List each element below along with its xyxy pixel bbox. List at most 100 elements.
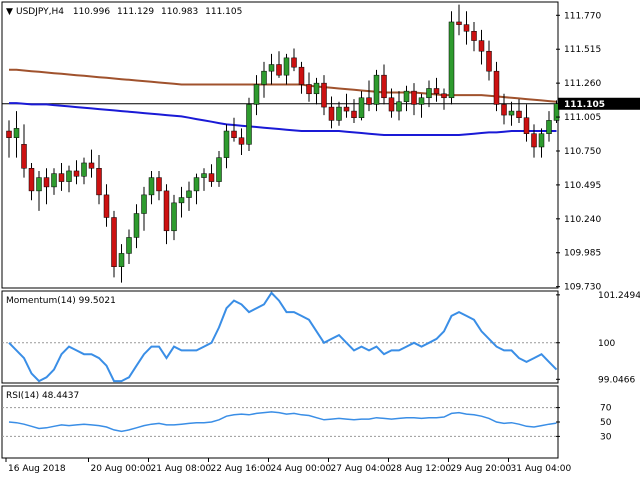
candle bbox=[186, 181, 192, 211]
open-value: 110.996 bbox=[73, 7, 110, 17]
candle-body bbox=[456, 21, 462, 25]
candle bbox=[51, 168, 57, 195]
candle-body bbox=[396, 101, 402, 112]
candle bbox=[456, 4, 462, 36]
candle bbox=[141, 186, 147, 231]
candle bbox=[126, 229, 132, 265]
candle bbox=[268, 53, 275, 85]
candle bbox=[283, 53, 290, 85]
candle bbox=[81, 157, 87, 185]
candle bbox=[13, 111, 20, 158]
momentum-line bbox=[8, 291, 558, 383]
candle-body bbox=[426, 88, 432, 99]
candle-body bbox=[403, 90, 410, 103]
y-tick-label: 110.240 bbox=[564, 215, 601, 225]
candle bbox=[508, 101, 515, 126]
momentum-y-tick-label: 101.2494 bbox=[598, 291, 640, 301]
candle bbox=[501, 93, 507, 125]
momentum-y-tick-label: 100 bbox=[598, 339, 615, 349]
candle-body bbox=[171, 202, 177, 232]
last-price-label: 111.105 bbox=[564, 100, 605, 110]
candle-body bbox=[163, 190, 170, 232]
candle bbox=[418, 93, 425, 118]
candle bbox=[426, 80, 432, 108]
candle bbox=[441, 88, 447, 110]
symbol-label: USDJPY,H4 bbox=[16, 7, 64, 17]
candle bbox=[306, 72, 312, 102]
candle-body bbox=[148, 177, 155, 196]
candle-body bbox=[126, 237, 132, 254]
candle bbox=[546, 111, 552, 142]
candle bbox=[193, 173, 200, 205]
candle-body bbox=[268, 64, 275, 72]
candle bbox=[433, 77, 440, 102]
candle bbox=[358, 91, 365, 121]
candle-body bbox=[418, 97, 425, 105]
candle bbox=[531, 124, 537, 158]
candle-body bbox=[553, 103, 560, 121]
candle-body bbox=[381, 74, 387, 99]
x-tick-label: 27 Aug 04:00 bbox=[331, 464, 392, 474]
rsi-panel-frame bbox=[1, 385, 559, 459]
high-value: 111.129 bbox=[117, 7, 154, 17]
candle bbox=[73, 160, 80, 185]
x-tick-label: 16 Aug 2018 bbox=[8, 464, 66, 474]
candle-body bbox=[336, 106, 342, 121]
candle bbox=[381, 64, 387, 105]
candle-body bbox=[433, 88, 440, 95]
x-tick-label: 31 Aug 04:00 bbox=[511, 464, 572, 474]
candle-body bbox=[88, 162, 95, 169]
candle-body bbox=[103, 194, 110, 218]
candle bbox=[253, 75, 260, 116]
rsi-y-tick-label: 30 bbox=[600, 432, 612, 442]
candle bbox=[366, 80, 372, 112]
candle bbox=[403, 85, 410, 112]
y-tick-label: 110.750 bbox=[564, 147, 601, 157]
x-tick-label: 28 Aug 12:00 bbox=[391, 464, 452, 474]
candle-body bbox=[66, 170, 72, 182]
candle-body bbox=[358, 97, 365, 118]
candle bbox=[471, 21, 477, 52]
candle-body bbox=[21, 144, 27, 169]
candle bbox=[411, 83, 417, 116]
candle bbox=[6, 120, 12, 158]
candle bbox=[58, 162, 65, 191]
candle-body bbox=[478, 40, 485, 52]
candle-body bbox=[523, 117, 530, 134]
low-value: 110.983 bbox=[161, 7, 198, 17]
candle bbox=[373, 69, 380, 112]
candle bbox=[291, 48, 297, 72]
candle bbox=[216, 150, 222, 187]
candle-body bbox=[246, 104, 252, 145]
candle bbox=[328, 96, 335, 129]
main-panel-frame bbox=[1, 1, 559, 289]
candle bbox=[538, 128, 545, 158]
candle-body bbox=[238, 137, 245, 145]
candle bbox=[298, 61, 305, 94]
candle bbox=[96, 154, 102, 205]
candle-body bbox=[508, 110, 515, 116]
x-tick-label: 20 Aug 00:00 bbox=[91, 464, 152, 474]
candle bbox=[133, 204, 140, 249]
candle-body bbox=[501, 104, 507, 116]
y-tick-label: 111.005 bbox=[564, 113, 601, 123]
momentum-panel-frame bbox=[1, 290, 559, 384]
candle bbox=[313, 77, 320, 105]
candle bbox=[148, 170, 155, 205]
candle-body bbox=[96, 168, 102, 196]
rsi-y-tick-label: 50 bbox=[600, 418, 612, 428]
candle-body bbox=[6, 130, 12, 138]
collapse-triangle-icon[interactable]: ▼ bbox=[6, 7, 13, 17]
candle bbox=[261, 61, 267, 98]
candle bbox=[231, 117, 237, 142]
candle-body bbox=[13, 128, 20, 138]
close-value: 111.105 bbox=[205, 7, 242, 17]
candle-body bbox=[516, 110, 522, 118]
candle-body bbox=[538, 133, 545, 148]
candle-body bbox=[313, 82, 320, 95]
candle-body bbox=[486, 50, 492, 72]
candle-body bbox=[471, 31, 477, 41]
candle-body bbox=[201, 173, 207, 178]
candle-body bbox=[531, 133, 537, 148]
